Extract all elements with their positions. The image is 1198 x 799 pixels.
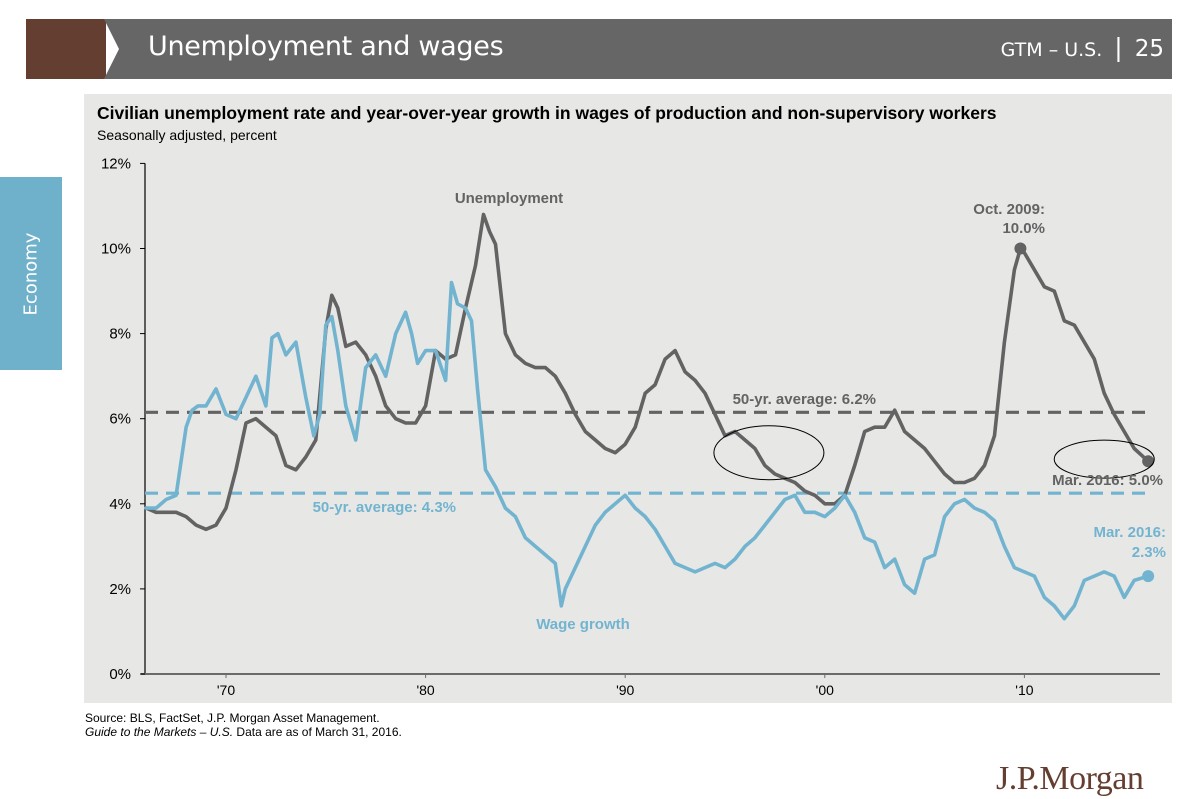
- series-label: GTM – U.S.: [1000, 39, 1103, 61]
- average-label-unemployment: 50-yr. average: 6.2%: [733, 391, 876, 408]
- highlight-ellipse: [1053, 439, 1155, 479]
- data-point-marker: [1142, 570, 1155, 583]
- series-line-wage-growth: [144, 280, 1150, 621]
- x-tick-label: '10: [1015, 682, 1033, 698]
- y-tick-label: 4%: [109, 496, 131, 513]
- y-tick-label: 0%: [109, 666, 131, 683]
- annotation-peak-line2: 10.0%: [1002, 220, 1045, 237]
- x-tick-label: '90: [616, 682, 634, 698]
- chart-title: Civilian unemployment rate and year-over…: [97, 103, 997, 123]
- y-tick-label: 6%: [109, 411, 131, 428]
- y-tick-label: 10%: [101, 241, 131, 258]
- annotation-wage-latest-line1: Mar. 2016:: [1093, 524, 1166, 541]
- annotation-wage-latest-line2: 2.3%: [1132, 544, 1166, 561]
- guide-title: Guide to the Markets – U.S.: [85, 725, 234, 739]
- chart-subtitle: Seasonally adjusted, percent: [97, 127, 277, 143]
- y-tick-label: 2%: [109, 581, 131, 598]
- x-tick-label: '70: [217, 682, 235, 698]
- page-title: Unemployment and wages: [148, 31, 504, 62]
- x-tick-label: '00: [816, 682, 834, 698]
- y-tick-label: 8%: [109, 326, 131, 343]
- data-point-marker: [1142, 455, 1155, 468]
- average-label-wage-growth: 50-yr. average: 4.3%: [313, 499, 456, 516]
- y-tick-label: 12%: [101, 155, 131, 172]
- page-number: 25: [1134, 36, 1164, 62]
- header-chevron: [90, 19, 105, 79]
- jpmorgan-logo: J.P.Morgan: [996, 760, 1144, 797]
- data-date-note: Guide to the Markets – U.S. Data are as …: [85, 725, 402, 739]
- data-as-of: Data are as of March 31, 2016.: [233, 725, 402, 739]
- header-bar: [104, 19, 1172, 79]
- section-tab-economy[interactable]: Economy: [0, 177, 62, 370]
- series-label-unemployment: Unemployment: [455, 190, 563, 207]
- header-separator: |: [1114, 33, 1123, 62]
- source-note: Source: BLS, FactSet, J.P. Morgan Asset …: [85, 711, 380, 725]
- x-tick-label: '80: [416, 682, 434, 698]
- annotation-peak-line1: Oct. 2009:: [973, 201, 1045, 218]
- annotation-unemployment-latest: Mar. 2016: 5.0%: [1052, 472, 1163, 489]
- data-point-marker: [1014, 242, 1027, 255]
- header-meta: GTM – U.S. | 25: [1001, 33, 1164, 62]
- highlight-ellipse: [713, 425, 825, 481]
- series-label-wage-growth: Wage growth: [536, 616, 630, 633]
- series-line-unemployment: [144, 212, 1150, 532]
